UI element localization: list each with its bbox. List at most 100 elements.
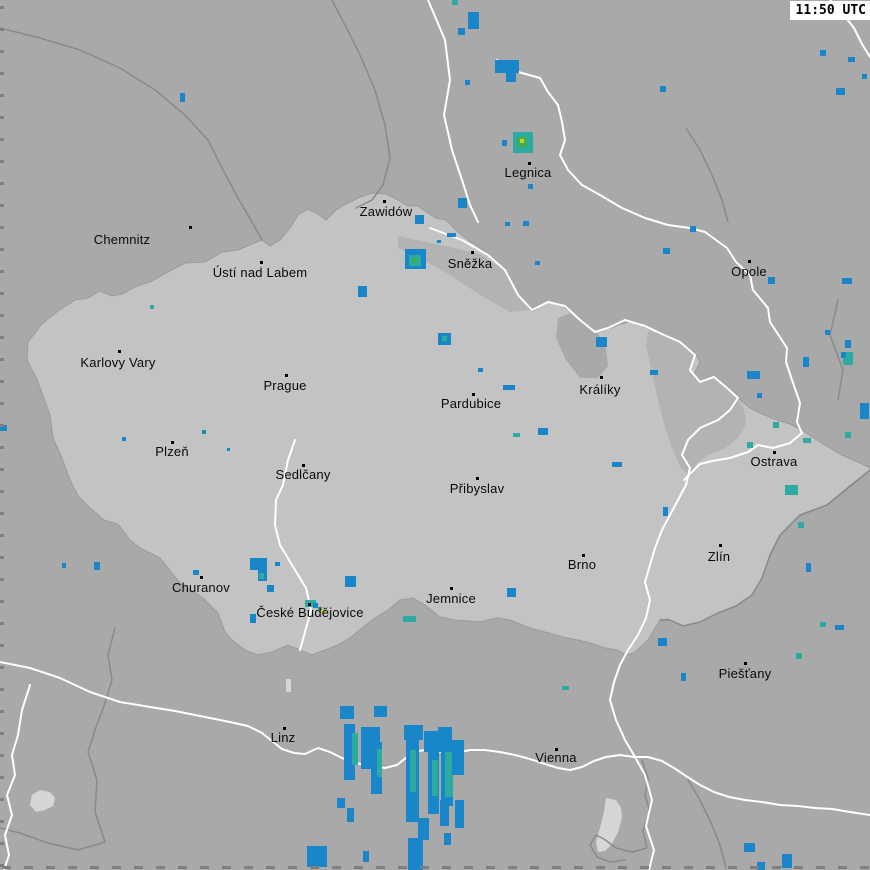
left-tick (0, 314, 4, 317)
rain-light-cell (842, 278, 852, 284)
rain-light-cell (444, 833, 451, 845)
bottom-tick (684, 866, 693, 869)
city-dot (171, 441, 174, 444)
rain-moderate-cell (773, 422, 779, 428)
mountain-shade-jeseniky (646, 330, 746, 477)
rain-moderate-cell (410, 750, 416, 792)
left-tick (0, 864, 4, 867)
rain-light-cell (340, 706, 354, 719)
city-label: Plzeň (155, 444, 189, 459)
rain-light-cell (94, 562, 100, 570)
bottom-tick (662, 866, 671, 869)
rain-light-cell (681, 673, 686, 681)
bottom-tick (310, 866, 319, 869)
left-tick (0, 182, 4, 185)
bottom-tick (464, 866, 473, 869)
rain-moderate-cell (445, 752, 453, 797)
rain-light-cell (408, 838, 423, 870)
bottom-tick (398, 866, 407, 869)
left-tick (0, 424, 4, 427)
rain-light-cell (806, 563, 811, 572)
lake-chiemsee (30, 790, 55, 812)
city-label: Legnica (504, 165, 552, 180)
left-tick (0, 72, 4, 75)
bottom-tick (772, 866, 781, 869)
rain-light-cell (62, 563, 66, 568)
rain-light-cell (841, 352, 846, 358)
city-label: Ústí nad Labem (212, 265, 308, 280)
left-tick (0, 710, 4, 713)
left-tick (0, 6, 4, 9)
city-dot (450, 587, 453, 590)
rain-light-cell (358, 286, 367, 297)
rain-heavy-cell (412, 258, 417, 263)
city-dot (260, 261, 263, 264)
bottom-tick (200, 866, 209, 869)
city-dot (719, 544, 722, 547)
bottom-tick (574, 866, 583, 869)
city-dot (189, 226, 192, 229)
rain-light-cell (820, 50, 826, 56)
left-tick (0, 776, 4, 779)
bottom-tick (90, 866, 99, 869)
rain-light-cell (478, 368, 483, 372)
city-label: Sněžka (447, 256, 493, 271)
left-tick (0, 622, 4, 625)
rain-moderate-cell (452, 0, 458, 5)
rain-light-cell (193, 570, 199, 575)
rain-light-cell (415, 215, 424, 224)
bottom-tick (508, 866, 517, 869)
lake-sliver (286, 679, 291, 692)
rain-light-cell (347, 808, 354, 822)
rain-moderate-cell (796, 653, 802, 659)
rain-moderate-cell (259, 573, 264, 579)
city-dot (582, 554, 585, 557)
timestamp-badge: 11:50 UTC (789, 1, 870, 20)
bottom-tick (354, 866, 363, 869)
rain-moderate-cell (820, 622, 826, 627)
city-label: Prague (263, 378, 307, 393)
rain-light-cell (404, 725, 423, 740)
bottom-tick (244, 866, 253, 869)
rain-light-cell (596, 337, 607, 347)
city-dot (748, 260, 751, 263)
left-tick (0, 842, 4, 845)
left-tick (0, 820, 4, 823)
rain-light-cell (663, 507, 668, 516)
rain-light-cell (747, 371, 760, 379)
city-dot (472, 393, 475, 396)
rain-light-cell (848, 57, 855, 62)
rain-light-cell (344, 724, 355, 780)
city-dot (476, 477, 479, 480)
city-dot (471, 251, 474, 254)
rain-light-cell (275, 562, 280, 566)
left-tick (0, 204, 4, 207)
rain-light-cell (202, 430, 206, 434)
rain-light-cell (250, 614, 256, 623)
city-label: Linz (270, 730, 296, 745)
bottom-tick (266, 866, 275, 869)
city-label: Zlín (707, 549, 731, 564)
left-tick (0, 688, 4, 691)
rain-light-cell (506, 73, 516, 82)
bottom-tick (640, 866, 649, 869)
rain-moderate-cell (803, 438, 811, 443)
bottom-tick (332, 866, 341, 869)
rain-light-cell (836, 88, 845, 95)
rain-light-cell (374, 706, 387, 717)
city-dot (200, 576, 203, 579)
rain-light-cell (782, 854, 792, 868)
rain-intense-cell (520, 139, 524, 143)
rain-light-cell (523, 221, 529, 226)
rain-moderate-cell (562, 686, 569, 690)
left-tick (0, 336, 4, 339)
left-tick (0, 798, 4, 801)
rain-moderate-cell (377, 749, 382, 777)
city-label: Opole (731, 264, 767, 279)
rain-light-cell (468, 12, 479, 29)
rain-light-cell (458, 198, 467, 208)
left-tick (0, 292, 4, 295)
city-dot (283, 727, 286, 730)
rain-moderate-cell (785, 485, 798, 495)
